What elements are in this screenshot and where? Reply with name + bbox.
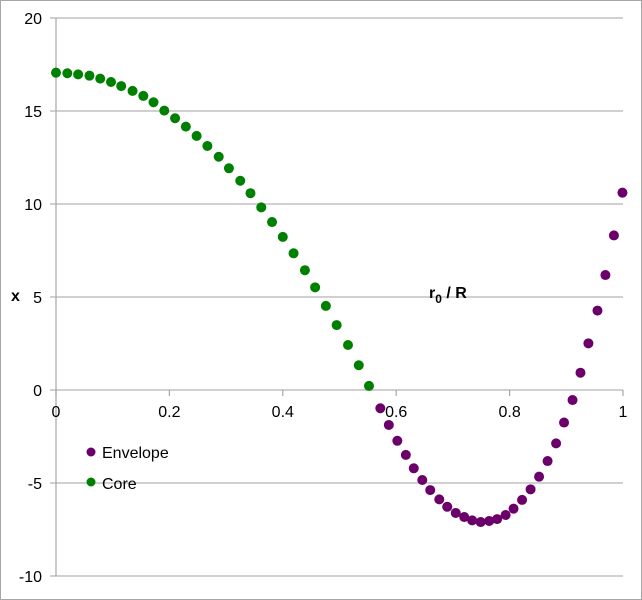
data-point	[170, 113, 181, 124]
legend-marker-envelope-icon	[86, 447, 96, 457]
data-point	[213, 151, 224, 162]
data-point	[442, 501, 453, 512]
data-point	[310, 282, 321, 293]
y-tick-label: 15	[24, 104, 42, 121]
data-point	[592, 305, 603, 316]
data-point	[138, 90, 149, 101]
data-point	[343, 339, 354, 350]
data-point	[400, 449, 411, 460]
data-point	[202, 140, 213, 151]
data-point	[450, 507, 461, 518]
data-point	[288, 248, 299, 259]
data-point	[534, 471, 545, 482]
y-tick-label: 20	[24, 11, 42, 28]
x-tick-label: 1	[619, 404, 628, 421]
data-point	[320, 300, 331, 311]
data-point	[425, 485, 436, 496]
data-point	[180, 121, 191, 132]
data-point	[517, 494, 528, 505]
x-tick-label: 0.4	[272, 404, 294, 421]
data-point	[467, 515, 478, 526]
data-point	[559, 417, 570, 428]
y-tick-label: 5	[33, 290, 42, 307]
y-axis-title: x	[11, 288, 20, 305]
data-series	[51, 67, 628, 528]
data-point	[191, 130, 202, 141]
data-point	[331, 320, 342, 331]
x-tick-label: 0.6	[385, 404, 407, 421]
data-point	[51, 67, 61, 78]
data-point	[392, 435, 403, 446]
x-tick-label: 0	[52, 404, 61, 421]
x-axis-title-rest: / R	[442, 285, 467, 302]
data-point	[375, 403, 386, 414]
data-point	[256, 202, 267, 213]
data-point	[434, 494, 445, 505]
y-axis: 20 15 10 5 0 -5 -10	[19, 11, 57, 586]
data-point	[508, 503, 519, 514]
legend-item-envelope: Envelope	[86, 445, 169, 462]
legend-label-envelope: Envelope	[102, 445, 169, 462]
data-point	[363, 380, 374, 391]
data-point	[500, 509, 511, 520]
data-point	[127, 85, 138, 96]
x-tick-label: 0.2	[158, 404, 180, 421]
data-point	[475, 517, 486, 528]
data-point	[299, 265, 310, 276]
x-tick-label: 0.8	[498, 404, 520, 421]
data-point	[492, 514, 503, 525]
legend: Envelope Core	[86, 445, 169, 493]
data-point	[73, 69, 84, 80]
data-point	[267, 217, 278, 228]
data-point	[551, 438, 562, 449]
data-point	[383, 419, 394, 430]
data-point	[95, 73, 106, 84]
data-point	[575, 367, 586, 378]
series-core	[51, 67, 374, 391]
data-point	[245, 188, 256, 199]
data-point	[223, 163, 234, 174]
data-point	[484, 515, 495, 526]
x-axis-title: r0 / R	[429, 285, 467, 306]
y-tick-label: -5	[28, 476, 42, 493]
series-envelope	[375, 187, 628, 528]
data-point	[277, 231, 288, 242]
data-point	[159, 105, 170, 116]
data-point	[542, 456, 553, 467]
data-point	[608, 230, 619, 241]
data-point	[417, 475, 428, 486]
data-point	[148, 97, 159, 108]
data-point	[583, 338, 594, 349]
data-point	[567, 395, 578, 406]
data-point	[408, 463, 419, 474]
x-axis-title-subscript: 0	[435, 292, 442, 306]
x-axis: 0 0.2 0.4 0.6 0.8 1	[52, 390, 628, 421]
y-tick-label: -10	[19, 569, 42, 586]
legend-marker-core-icon	[86, 477, 96, 487]
data-point	[84, 70, 95, 81]
gridlines	[50, 17, 623, 577]
data-point	[353, 360, 364, 371]
legend-label-core: Core	[102, 476, 137, 493]
y-tick-label: 10	[24, 197, 42, 214]
data-point	[105, 76, 116, 87]
data-point	[116, 81, 127, 92]
data-point	[525, 484, 536, 495]
data-point	[600, 270, 611, 281]
data-point	[62, 68, 73, 79]
y-tick-label: 0	[33, 383, 42, 400]
data-point	[459, 512, 470, 523]
data-point	[617, 187, 628, 198]
data-point	[235, 175, 246, 186]
legend-item-core: Core	[86, 476, 137, 493]
x-axis-title-main: r	[429, 285, 435, 302]
